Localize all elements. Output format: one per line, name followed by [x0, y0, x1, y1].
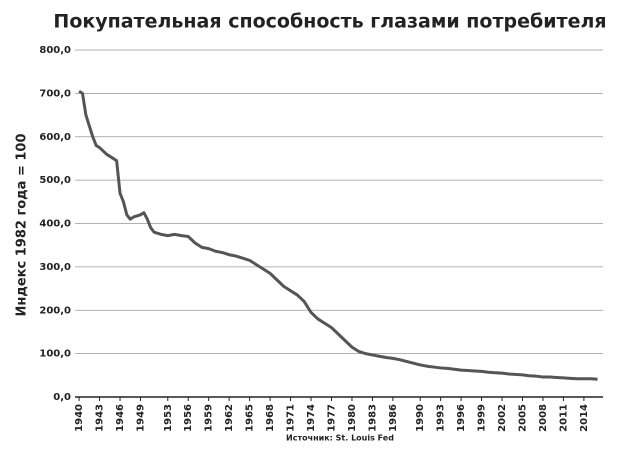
x-tick-label: 1946 — [115, 404, 126, 432]
x-tick-label: 1986 — [388, 404, 399, 432]
x-tick-label: 2014 — [579, 404, 590, 432]
x-tick-label: 1940 — [74, 404, 85, 432]
x-tick-label: 1968 — [265, 404, 276, 432]
x-tick-label: 1999 — [477, 404, 488, 432]
x-tick-label: 1974 — [306, 404, 317, 432]
x-tick-label: 2011 — [558, 404, 569, 432]
x-tick-label: 1996 — [456, 404, 467, 432]
x-tick-label: 1977 — [326, 404, 337, 432]
x-tick-label: 2005 — [518, 404, 529, 432]
x-tick-label: 1983 — [367, 404, 378, 432]
y-tick-label: 700,0 — [39, 88, 71, 99]
x-tick-label: 1962 — [224, 404, 235, 432]
x-tick-label: 1965 — [245, 404, 256, 432]
y-tick-label: 300,0 — [39, 262, 71, 273]
y-axis-label: Индекс 1982 года = 100 — [15, 133, 30, 316]
y-tick-label: 0,0 — [53, 392, 71, 403]
source-note: Источник: St. Louis Fed — [286, 434, 394, 443]
x-tick-label: 1943 — [95, 404, 106, 432]
y-tick-label: 200,0 — [39, 305, 71, 316]
x-tick-label: 1953 — [163, 404, 174, 432]
y-tick-label: 500,0 — [39, 175, 71, 186]
x-tick-label: 2008 — [538, 404, 549, 432]
chart-title: Покупательная способность глазами потреб… — [53, 11, 606, 33]
y-tick-label: 600,0 — [39, 132, 71, 143]
y-tick-label: 400,0 — [39, 219, 71, 230]
y-tick-label: 800,0 — [39, 45, 71, 56]
x-tick-label: 1990 — [415, 404, 426, 432]
x-tick-label: 1993 — [436, 404, 447, 432]
x-tick-label: 1959 — [204, 404, 215, 432]
data-line — [78, 89, 598, 381]
y-tick-label: 100,0 — [39, 349, 71, 360]
x-tick-label: 1980 — [347, 404, 358, 432]
x-tick-label: 1949 — [135, 404, 146, 432]
x-tick-label: 2002 — [497, 404, 508, 432]
x-tick-label: 1971 — [286, 404, 297, 432]
x-tick-label: 1956 — [183, 404, 194, 432]
